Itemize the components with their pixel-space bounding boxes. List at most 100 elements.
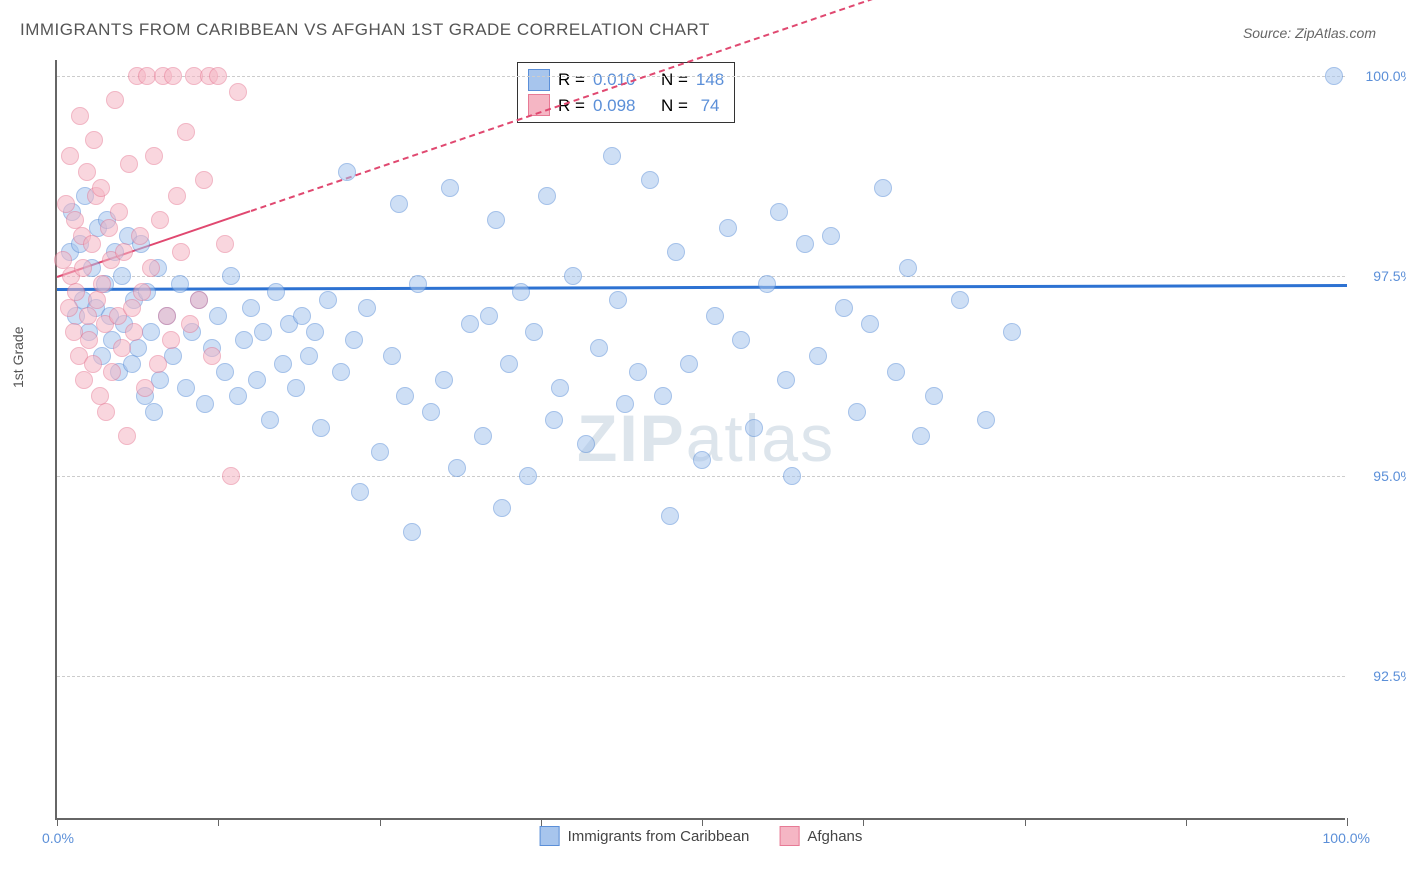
scatter-point [79,307,97,325]
scatter-point [629,363,647,381]
scatter-point [242,299,260,317]
scatter-point [312,419,330,437]
scatter-point [693,451,711,469]
scatter-point [181,315,199,333]
scatter-point [177,379,195,397]
scatter-point [145,403,163,421]
scatter-point [519,467,537,485]
x-tick [1186,818,1187,826]
scatter-point [525,323,543,341]
x-tick [218,818,219,826]
x-tick [702,818,703,826]
scatter-point [129,339,147,357]
scatter-point [777,371,795,389]
scatter-point [680,355,698,373]
x-tick [380,818,381,826]
scatter-point [603,147,621,165]
x-tick [863,818,864,826]
scatter-point [151,211,169,229]
scatter-point [261,411,279,429]
scatter-point [164,347,182,365]
scatter-point [616,395,634,413]
scatter-point [564,267,582,285]
x-tick [541,818,542,826]
x-tick [1347,818,1348,826]
chart-title: IMMIGRANTS FROM CARIBBEAN VS AFGHAN 1ST … [20,20,710,40]
scatter-point [151,371,169,389]
scatter-point [74,259,92,277]
scatter-point [1003,323,1021,341]
scatter-point [667,243,685,261]
scatter-point [319,291,337,309]
scatter-point [248,371,266,389]
scatter-point [706,307,724,325]
gridline-h [57,676,1345,677]
y-tick-label: 92.5% [1373,668,1406,684]
scatter-point [172,243,190,261]
scatter-point [125,323,143,341]
scatter-point [925,387,943,405]
scatter-point [609,291,627,309]
scatter-point [732,331,750,349]
scatter-point [287,379,305,397]
scatter-point [235,331,253,349]
scatter-point [435,371,453,389]
scatter-point [396,387,414,405]
y-axis-label: 1st Grade [10,327,26,388]
scatter-point [1325,67,1343,85]
scatter-point [83,235,101,253]
scatter-point [75,371,93,389]
scatter-point [912,427,930,445]
gridline-h [57,476,1345,477]
scatter-point [383,347,401,365]
scatter-point [493,499,511,517]
scatter-point [145,147,163,165]
scatter-point [196,395,214,413]
scatter-point [332,363,350,381]
scatter-point [977,411,995,429]
scatter-point [78,163,96,181]
scatter-point [848,403,866,421]
scatter-point [123,299,141,317]
trend-line [57,284,1347,291]
scatter-point [115,243,133,261]
scatter-point [133,283,151,301]
scatter-point [85,131,103,149]
scatter-point [222,267,240,285]
scatter-point [149,355,167,373]
x-tick [1025,818,1026,826]
scatter-point [67,283,85,301]
scatter-point [441,179,459,197]
scatter-point [351,483,369,501]
scatter-point [118,427,136,445]
scatter-point [216,235,234,253]
scatter-point [123,355,141,373]
scatter-point [822,227,840,245]
x-tick-label-100: 100.0% [1323,830,1370,846]
scatter-point [171,275,189,293]
scatter-point [136,379,154,397]
scatter-point [809,347,827,365]
scatter-point [293,307,311,325]
scatter-point [403,523,421,541]
scatter-point [229,83,247,101]
scatter-point [110,203,128,221]
chart-plot-area: ZIPatlas R = 0.010 N = 148R = 0.098 N = … [55,60,1345,820]
scatter-point [158,307,176,325]
scatter-point [448,459,466,477]
scatter-point [345,331,363,349]
scatter-point [216,363,234,381]
scatter-point [60,299,78,317]
stats-row: R = 0.010 N = 148 [528,67,724,93]
scatter-point [103,363,121,381]
scatter-point [254,323,272,341]
scatter-point [480,307,498,325]
scatter-point [142,323,160,341]
scatter-point [80,331,98,349]
y-tick-label: 95.0% [1373,468,1406,484]
legend-item: Afghans [779,826,862,846]
scatter-point [770,203,788,221]
scatter-point [274,355,292,373]
scatter-point [131,227,149,245]
scatter-point [164,67,182,85]
